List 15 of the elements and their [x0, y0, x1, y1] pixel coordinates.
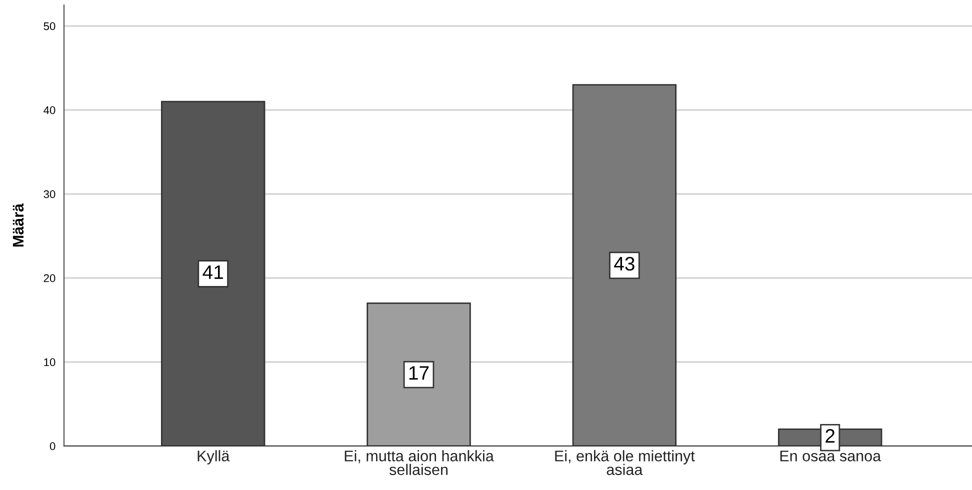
- y-tick-label: 0: [50, 442, 56, 450]
- data-label: 2: [826, 429, 835, 443]
- y-axis-title: Määrä: [12, 203, 24, 247]
- y-tick-label: 40: [44, 106, 56, 114]
- y-tick-label: 10: [44, 358, 56, 366]
- x-tick-label: En osaa sanoa: [780, 450, 882, 462]
- data-label: 17: [409, 366, 429, 380]
- y-tick-label: 20: [44, 274, 56, 282]
- y-tick-label: 50: [44, 22, 56, 30]
- data-label: 43: [614, 256, 634, 271]
- y-tick-label: 30: [44, 190, 56, 198]
- data-label: 41: [202, 265, 223, 279]
- x-tick-label: Kyllä: [198, 450, 230, 464]
- x-tick-label: Ei, enkä ole miettinyt asiaa: [555, 450, 695, 476]
- x-tick-label: Ei, mutta aion hankkia sellaisen: [344, 450, 494, 476]
